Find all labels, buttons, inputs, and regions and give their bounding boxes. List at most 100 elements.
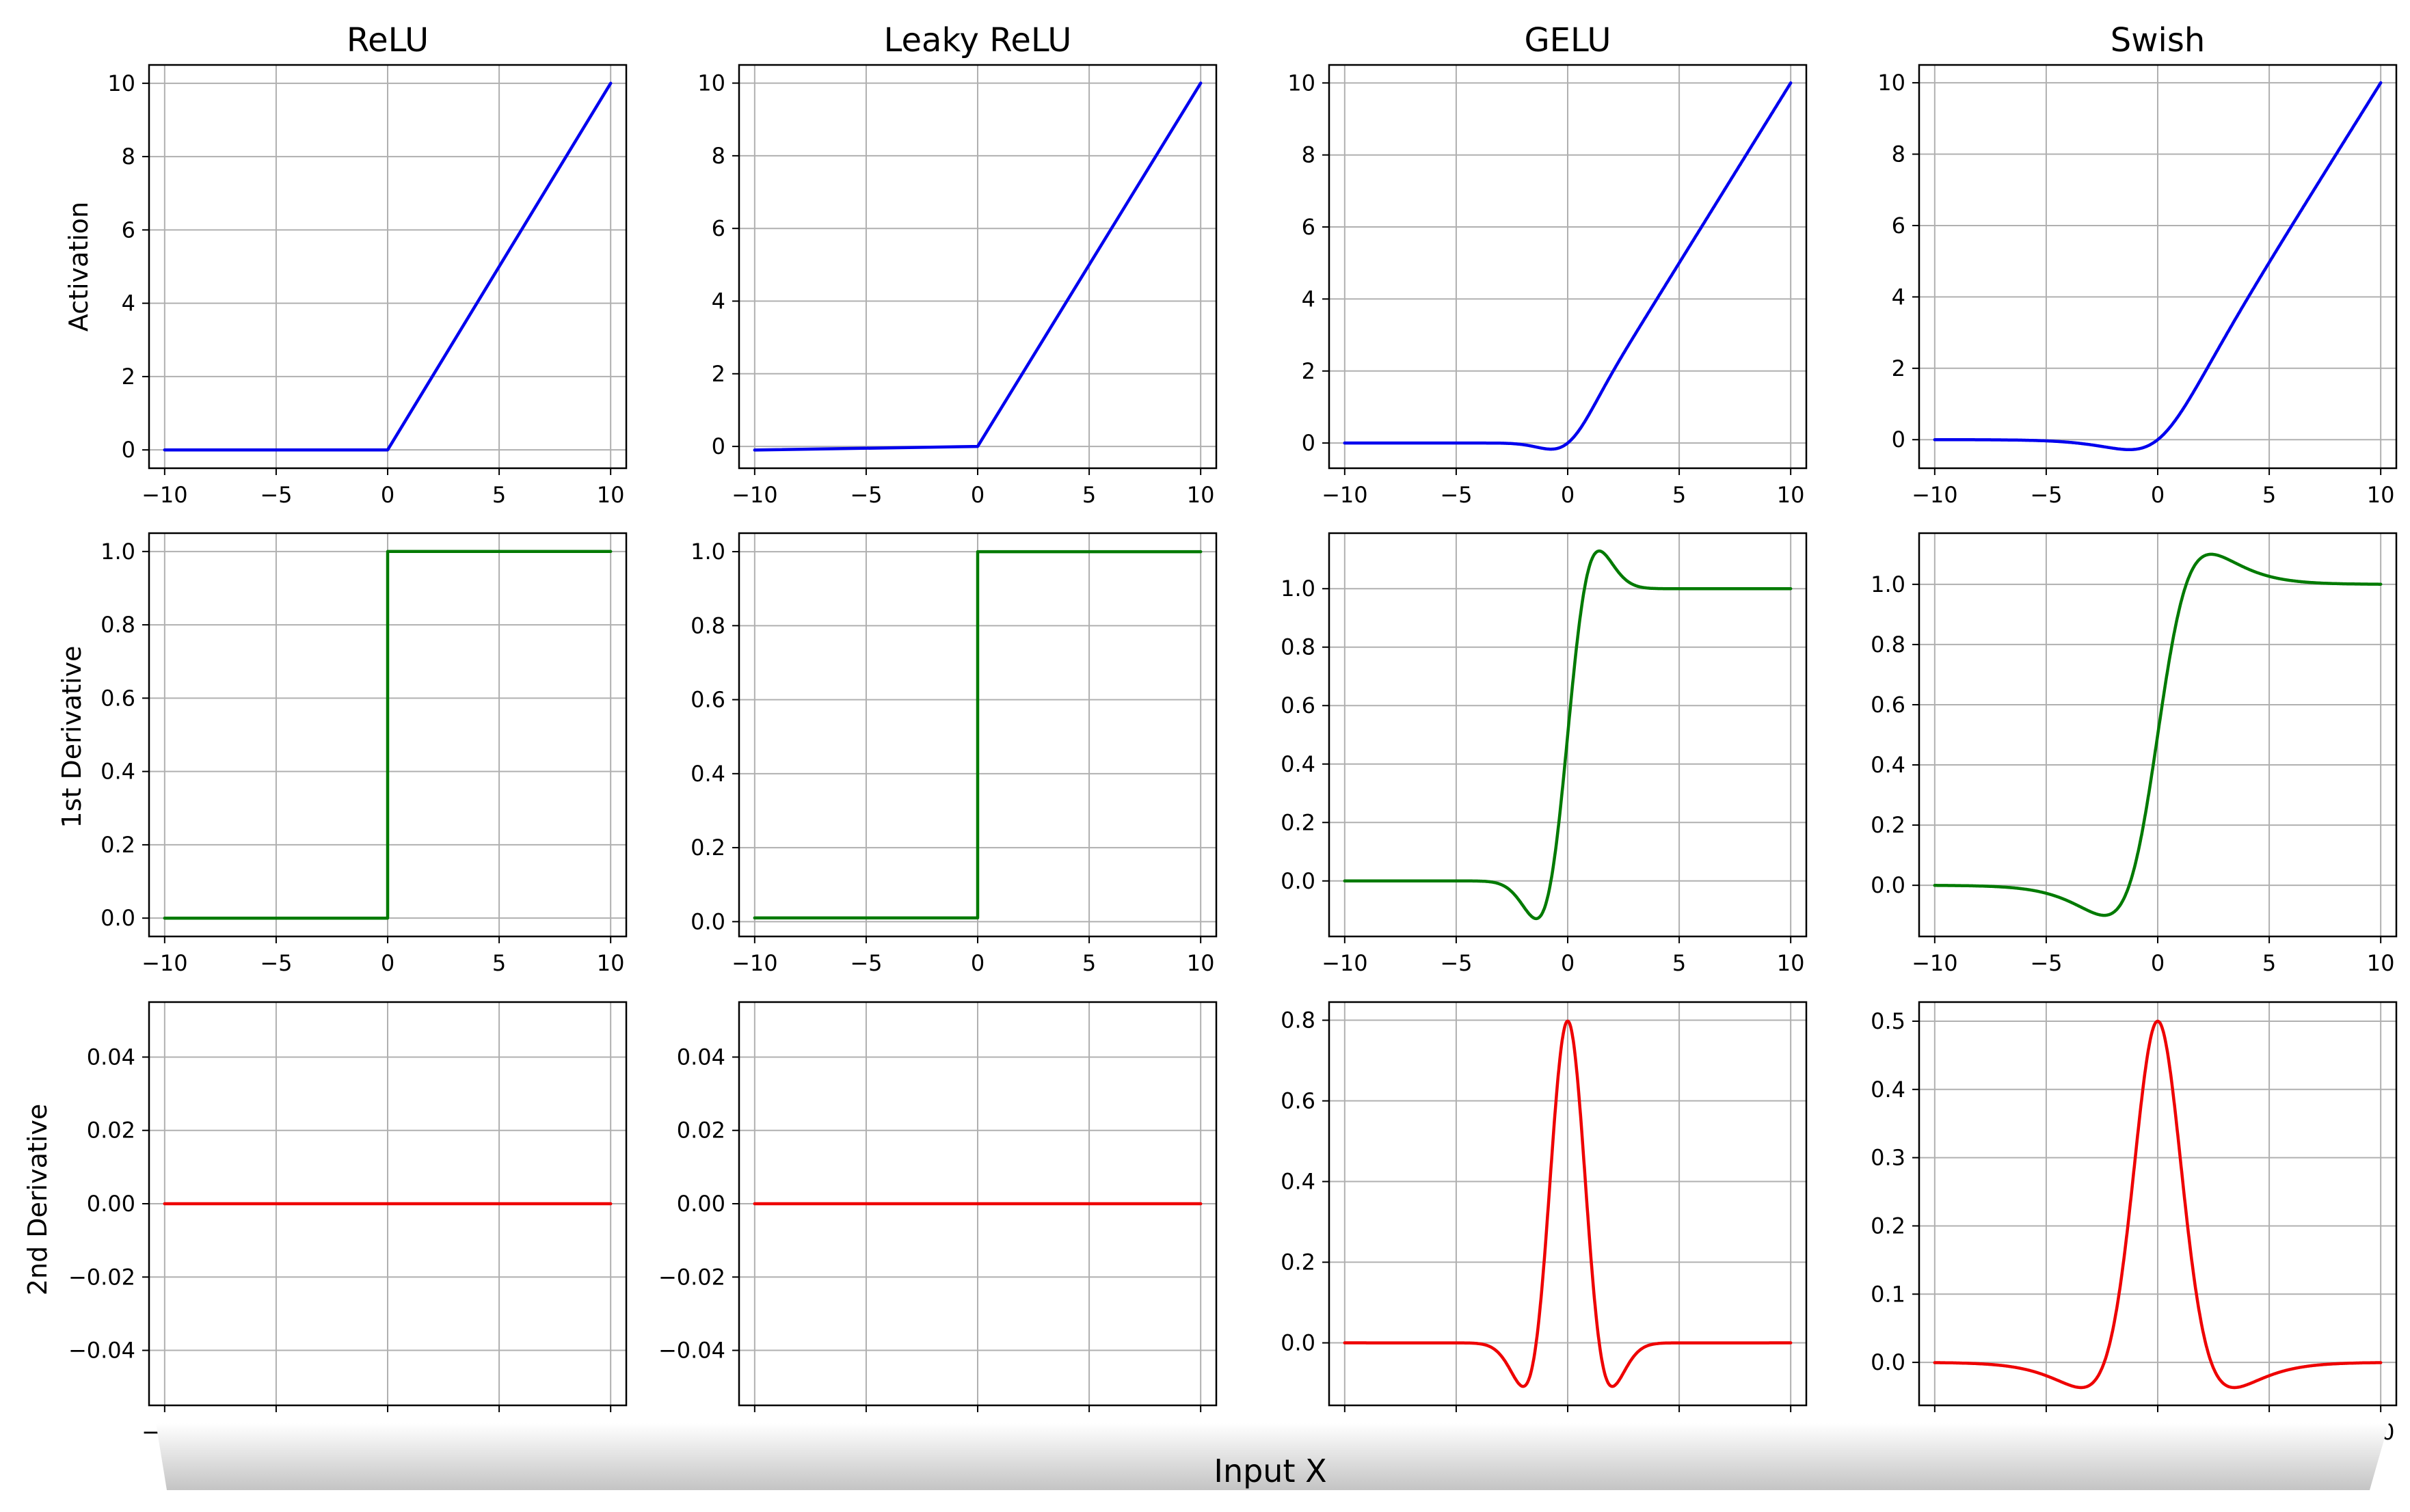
x-tick-label: −10 [732, 482, 778, 508]
y-tick-label: 0 [1892, 427, 1905, 453]
x-tick-label: −10 [1912, 482, 1958, 508]
y-tick-label: 0.2 [1871, 812, 1905, 838]
row-label-activation: Activation [64, 202, 94, 332]
x-tick-label: 0 [971, 950, 985, 976]
x-tick-label: −10 [1322, 950, 1368, 976]
y-tick-label: 0.02 [677, 1118, 725, 1144]
y-tick-label: 6 [1302, 214, 1315, 240]
x-tick-label: 5 [1082, 482, 1096, 508]
y-tick-label: 1.0 [691, 539, 725, 565]
y-tick-label: 0.3 [1871, 1145, 1905, 1171]
y-tick-label: 0.2 [101, 832, 135, 858]
subplot-title-leaky-relu: Leaky ReLU [884, 21, 1072, 59]
y-tick-label: 8 [1892, 141, 1905, 167]
y-tick-label: 0.0 [1281, 868, 1315, 894]
x-tick-label: −5 [1440, 950, 1472, 976]
y-tick-label: 0.8 [1281, 1008, 1315, 1034]
x-tick-label: 10 [1777, 482, 1805, 508]
y-tick-label: 0.2 [1871, 1213, 1905, 1239]
x-tick-label: 10 [597, 950, 625, 976]
y-tick-label: 0.6 [691, 687, 725, 713]
y-tick-label: 2 [1892, 355, 1905, 381]
x-tick-label: −5 [2030, 482, 2062, 508]
y-tick-label: 0.04 [87, 1044, 135, 1070]
y-tick-label: 8 [712, 143, 725, 169]
series-line-panel-1 [753, 550, 1203, 920]
x-tick-label: 0 [1561, 950, 1575, 976]
x-tick-label: −5 [260, 482, 292, 508]
y-tick-label: 0.4 [1281, 1169, 1315, 1195]
y-tick-label: 6 [1892, 213, 1905, 239]
y-tick-label: 6 [712, 215, 725, 241]
x-axis-label: Input X [1214, 1453, 1326, 1489]
y-tick-label: −0.04 [68, 1338, 135, 1364]
y-tick-label: 0 [122, 437, 135, 463]
x-tick-label: 5 [1672, 950, 1686, 976]
y-tick-label: −0.02 [68, 1264, 135, 1290]
axes-frame [1328, 1001, 1808, 1407]
axes-frame [738, 532, 1218, 938]
subplot-r1-c3: −10 −5 0 5 10 0 2 4 6 8 10 GELU [1287, 21, 1808, 508]
y-tick-label: 0.8 [1871, 632, 1905, 658]
y-tick-label: 2 [1302, 358, 1315, 384]
axes-frame [1328, 532, 1808, 938]
y-tick-label: 0.4 [691, 761, 725, 787]
x-axis-label-shade [156, 1423, 2389, 1490]
subplot-title-gelu: GELU [1524, 21, 1611, 59]
y-tick-label: −0.02 [658, 1264, 725, 1290]
x-tick-label: 0 [1561, 482, 1575, 508]
x-tick-label: 5 [2262, 482, 2276, 508]
y-tick-label: 2 [712, 361, 725, 387]
subplot-r1-c2: −10 −5 0 5 10 0 2 4 6 8 10 Leaky ReLU [697, 21, 1218, 508]
y-tick-label: 10 [107, 70, 135, 96]
x-tick-label: 5 [2262, 950, 2276, 976]
y-tick-label: 10 [697, 70, 725, 96]
series-line-panel-1 [1343, 549, 1793, 921]
axes-frame [148, 1001, 628, 1407]
y-tick-label: 0.4 [1871, 752, 1905, 778]
y-tick-label: 0.04 [677, 1044, 725, 1070]
series-line-relu-0 [163, 81, 613, 452]
x-tick-label: 5 [492, 950, 506, 976]
y-tick-label: 0.2 [691, 835, 725, 861]
y-tick-label: 10 [1877, 70, 1905, 96]
x-tick-label: 0 [2151, 950, 2165, 976]
series-line-panel-2 [1933, 1019, 2383, 1390]
subplot-r2-c3: −10 −5 0 5 10 0.0 0.2 0.4 0.6 0.8 1.0 [1281, 532, 1808, 976]
y-tick-label: 0.2 [1281, 809, 1315, 835]
y-tick-label: 0.4 [1871, 1077, 1905, 1103]
axes-frame [1918, 532, 2398, 938]
x-tick-label: −5 [850, 950, 882, 976]
y-tick-label: 0.0 [691, 908, 725, 934]
subplot-title-swish: Swish [2111, 21, 2206, 59]
x-tick-label: −10 [1322, 482, 1368, 508]
y-tick-label: 8 [122, 144, 135, 170]
y-tick-label: 0.00 [677, 1191, 725, 1217]
row-labels: Activation 1st Derivative 2nd Derivative [23, 202, 94, 1295]
y-tick-label: 0.4 [1281, 751, 1315, 777]
axes-frame [148, 532, 628, 938]
y-tick-label: 0.6 [1871, 692, 1905, 718]
x-tick-label: −5 [850, 482, 882, 508]
x-tick-label: −10 [142, 950, 188, 976]
x-tick-label: 10 [1187, 482, 1215, 508]
y-tick-label: 10 [1287, 70, 1315, 96]
y-tick-label: 0 [1302, 430, 1315, 456]
axes-frame [1328, 64, 1808, 470]
y-tick-label: 1.0 [101, 539, 135, 565]
series-line-panel-1 [163, 550, 613, 920]
y-tick-label: 0.6 [1281, 1088, 1315, 1114]
x-tick-label: 0 [381, 950, 394, 976]
x-tick-label: 10 [2367, 482, 2395, 508]
y-tick-label: 0.1 [1871, 1281, 1905, 1307]
row-label-first-derivative: 1st Derivative [57, 646, 87, 828]
x-axis-label-banner: Input X [156, 1423, 2389, 1490]
x-tick-label: 5 [1082, 950, 1096, 976]
x-tick-label: 10 [2367, 950, 2395, 976]
y-tick-label: 0.6 [101, 685, 135, 711]
x-tick-label: −5 [260, 950, 292, 976]
